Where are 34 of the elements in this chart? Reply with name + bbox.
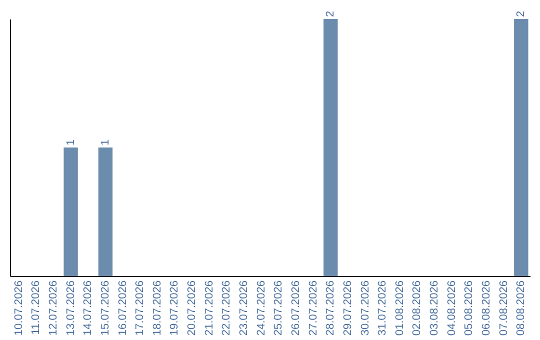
x-tick-label: 02.08.2026: [411, 280, 424, 336]
data-label: 2: [324, 10, 337, 17]
x-tick-label: 26.07.2026: [290, 280, 302, 336]
x-tick-label: 27.07.2026: [307, 280, 320, 336]
x-tick-label: 01.08.2026: [394, 280, 406, 336]
x-tick-label: 20.07.2026: [186, 280, 198, 336]
x-tick-label: 22.07.2026: [220, 280, 233, 336]
x-tick-label: 07.08.2026: [498, 280, 510, 336]
x-tick-label: 03.08.2026: [428, 280, 441, 336]
x-tick-label: 16.07.2026: [116, 280, 129, 336]
x-tick-label: 23.07.2026: [238, 280, 250, 336]
x-tick-label: 25.07.2026: [272, 280, 285, 336]
data-label: 1: [99, 139, 112, 146]
x-tick-label: 19.07.2026: [168, 280, 181, 336]
x-tick-label: 21.07.2026: [203, 280, 216, 336]
data-label: 2: [515, 10, 528, 17]
data-label: 1: [64, 139, 77, 146]
x-tick-label: 10.07.2026: [12, 280, 25, 336]
x-tick-label: 13.07.2026: [64, 280, 77, 336]
x-tick-label: 14.07.2026: [82, 280, 94, 336]
x-tick-label: 11.07.2026: [30, 280, 42, 335]
x-tick-label: 05.08.2026: [463, 280, 476, 336]
x-tick-label: 17.07.2026: [134, 280, 146, 336]
x-tick-label: 06.08.2026: [480, 280, 493, 336]
x-tick-label: 28.07.2026: [324, 280, 337, 336]
x-tick-label: 04.08.2026: [446, 280, 458, 336]
x-tick-label: 24.07.2026: [255, 280, 268, 336]
x-tick-label: 15.07.2026: [99, 280, 112, 336]
x-tick-label: 08.08.2026: [515, 280, 528, 336]
x-tick-label: 12.07.2026: [47, 280, 60, 336]
x-tick-label: 31.07.2026: [376, 280, 389, 336]
x-tick-label: 18.07.2026: [151, 280, 164, 336]
x-tick-label: 30.07.2026: [359, 280, 372, 336]
x-tick-label: 29.07.2026: [342, 280, 354, 336]
